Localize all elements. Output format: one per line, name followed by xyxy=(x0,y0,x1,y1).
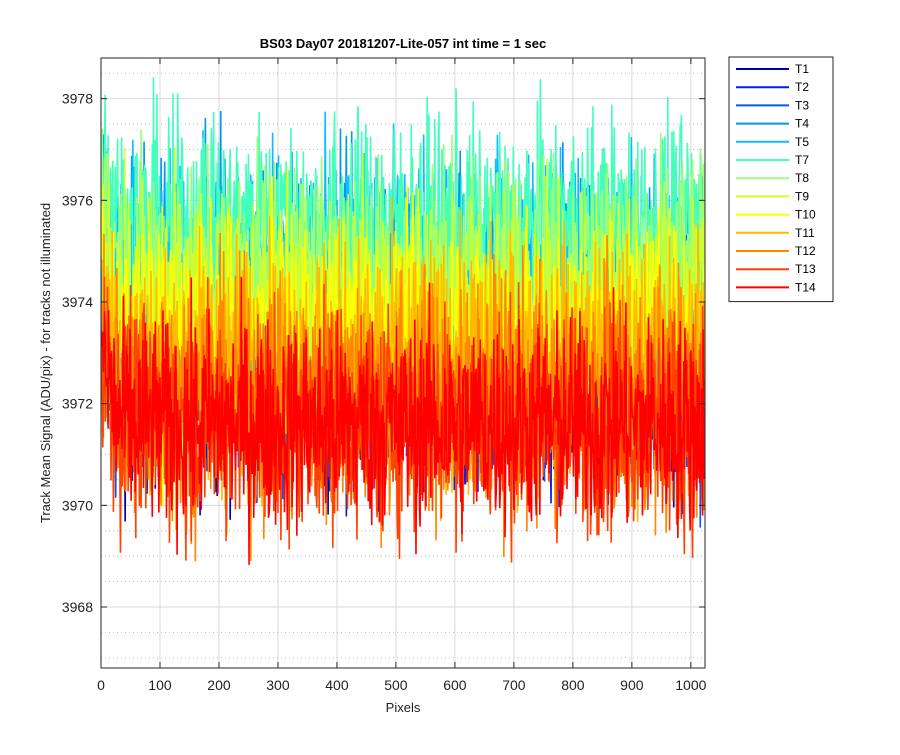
x-tick-label: 0 xyxy=(97,677,105,693)
legend-label-T7: T7 xyxy=(795,153,809,167)
x-axis-label: Pixels xyxy=(386,700,421,715)
y-tick-label: 3968 xyxy=(62,599,93,615)
x-tick-label: 100 xyxy=(148,677,172,693)
legend-label-T2: T2 xyxy=(795,80,809,94)
x-tick-label: 200 xyxy=(207,677,231,693)
chart-title: BS03 Day07 20181207-Lite-057 int time = … xyxy=(260,36,547,51)
y-axis-label: Track Mean Signal (ADU/pix) - for tracks… xyxy=(38,203,53,523)
x-tick-label: 1000 xyxy=(675,677,706,693)
x-tick-label: 300 xyxy=(266,677,290,693)
y-tick-label: 3970 xyxy=(62,497,93,513)
y-tick-label: 3976 xyxy=(62,192,93,208)
legend-box xyxy=(728,56,834,303)
legend-label-T12: T12 xyxy=(795,244,816,258)
legend-label-T8: T8 xyxy=(795,171,809,185)
legend-label-T1: T1 xyxy=(795,62,809,76)
series-layer xyxy=(101,76,705,565)
y-tick-label: 3974 xyxy=(62,294,93,310)
x-tick-label: 900 xyxy=(620,677,644,693)
legend-label-T5: T5 xyxy=(795,135,809,149)
axes-box xyxy=(100,57,706,669)
legend-label-T9: T9 xyxy=(795,189,809,203)
x-tick-label: 800 xyxy=(561,677,585,693)
y-tick-label: 3978 xyxy=(62,91,93,107)
y-tick-label: 3972 xyxy=(62,396,93,412)
x-tick-label: 400 xyxy=(325,677,349,693)
legend-label-T14: T14 xyxy=(795,280,816,294)
legend-label-T10: T10 xyxy=(795,208,816,222)
legend-label-T13: T13 xyxy=(795,262,816,276)
x-tick-label: 600 xyxy=(443,677,467,693)
plot-area xyxy=(101,76,705,565)
legend-label-T4: T4 xyxy=(795,117,809,131)
ticks: 0 100 200 300 400 500 600 700 800 900 1000 3968 3970… xyxy=(62,58,707,693)
legend: T1 T2 T3 T4 T5 T7 T8 T9 T10 T11 T12 T13 T14 xyxy=(728,56,834,303)
legend-label-T11: T11 xyxy=(795,226,815,240)
series-line-T14 xyxy=(101,276,705,565)
x-tick-label: 700 xyxy=(502,677,526,693)
legend-label-T3: T3 xyxy=(795,98,809,112)
x-tick-label: 500 xyxy=(384,677,408,693)
